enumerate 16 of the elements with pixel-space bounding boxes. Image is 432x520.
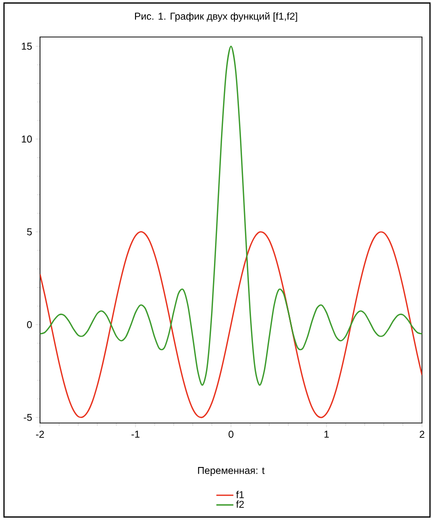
legend-label: f2	[236, 500, 244, 508]
line-series	[40, 231, 422, 418]
x-tick-label: 0	[228, 430, 234, 438]
y-tick-label: 0	[27, 321, 32, 328]
legend-label: f1	[236, 490, 244, 498]
y-tick-label: 10	[22, 136, 32, 143]
x-tick-label: 1	[324, 430, 329, 438]
chart-title: Рис. 1. График двух функций [f1,f2]	[135, 12, 298, 22]
y-tick-label: 5	[27, 228, 32, 236]
y-tick-label: -5	[24, 414, 32, 421]
x-tick-label: -1	[132, 430, 140, 438]
x-axis-title: Переменная: t	[198, 467, 265, 476]
line-series	[40, 46, 422, 386]
x-tick-label: 2	[420, 430, 424, 438]
x-tick-label: -2	[36, 430, 44, 438]
y-tick-label: 15	[22, 42, 32, 50]
